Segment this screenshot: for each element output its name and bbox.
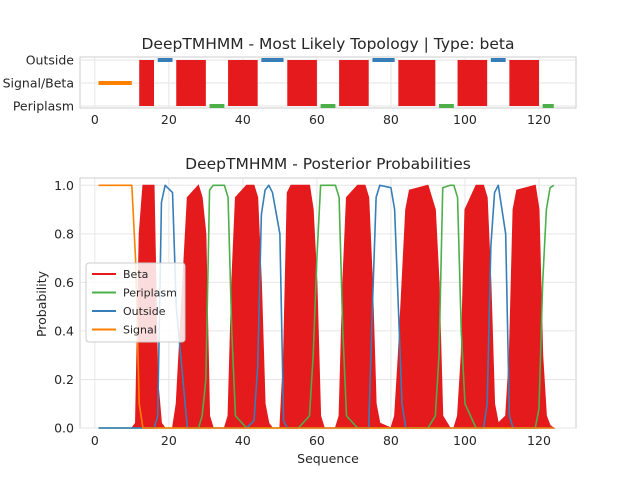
posterior-plot: DeepTMHMM - Posterior Probabilities 0 20 4… [34, 155, 577, 466]
series-signal-line [98, 184, 554, 429]
topology-x-tick-100: 100 [453, 112, 477, 127]
posterior-x-tick-80: 80 [383, 433, 399, 448]
topology-y-tick-1: Signal/Beta [3, 76, 74, 91]
topology-x-tick-0: 0 [91, 112, 99, 127]
series-beta-area [98, 184, 556, 429]
legend-label-signal: Signal [123, 324, 157, 337]
legend: Beta Periplasm Outside Signal [85, 262, 186, 343]
posterior-x-ticks: 0 20 40 60 80 100 120 [91, 433, 551, 448]
posterior-y-ticks: 0.0 0.2 0.4 0.6 0.8 1.0 [54, 178, 74, 436]
posterior-y-tick-5: 1.0 [54, 178, 74, 193]
posterior-y-tick-2: 0.4 [54, 323, 74, 338]
topology-x-tick-60: 60 [309, 112, 325, 127]
topology-y-ticks: Outside Signal/Beta Periplasm [3, 53, 75, 114]
segment-beta-1 [139, 60, 155, 106]
legend-label-periplasm: Periplasm [123, 287, 177, 300]
legend-label-beta: Beta [123, 268, 148, 281]
topology-y-tick-2: Periplasm [13, 99, 74, 114]
posterior-x-tick-0: 0 [91, 433, 99, 448]
topology-x-tick-40: 40 [235, 112, 251, 127]
topology-title: DeepTMHMM - Most Likely Topology | Type:… [142, 35, 515, 53]
topology-y-tick-0: Outside [26, 53, 75, 68]
posterior-y-tick-0: 0.0 [54, 421, 74, 436]
topology-x-tick-120: 120 [527, 112, 551, 127]
topology-grid [79, 56, 577, 109]
posterior-y-tick-1: 0.2 [54, 372, 74, 387]
posterior-x-tick-100: 100 [453, 433, 477, 448]
posterior-title: DeepTMHMM - Posterior Probabilities [185, 155, 471, 173]
segment-beta-9 [339, 60, 369, 106]
posterior-y-tick-3: 0.6 [54, 275, 74, 290]
segment-beta-15 [509, 60, 539, 106]
posterior-marks [98, 184, 556, 429]
topology-marks [98, 58, 554, 108]
legend-items: Beta Periplasm Outside Signal [92, 268, 177, 337]
posterior-x-tick-40: 40 [235, 433, 251, 448]
topology-x-tick-80: 80 [383, 112, 399, 127]
posterior-y-tick-4: 0.8 [54, 226, 74, 241]
posterior-x-tick-60: 60 [309, 433, 325, 448]
posterior-x-tick-120: 120 [527, 433, 551, 448]
segment-beta-7 [287, 60, 317, 106]
segment-beta-5 [228, 60, 258, 106]
y-axis-label: Probability [34, 270, 49, 337]
x-axis-label: Sequence [297, 451, 359, 466]
segment-beta-3 [176, 60, 206, 106]
segment-beta-11 [398, 60, 436, 106]
posterior-x-tick-20: 20 [161, 433, 177, 448]
segment-beta-13 [457, 60, 488, 106]
topology-x-tick-20: 20 [161, 112, 177, 127]
legend-label-outside: Outside [123, 305, 166, 318]
topology-plot: DeepTMHMM - Most Likely Topology | Type:… [3, 35, 577, 127]
legend-frame [85, 262, 186, 343]
topology-x-ticks: 0 20 40 60 80 100 120 [91, 112, 551, 127]
